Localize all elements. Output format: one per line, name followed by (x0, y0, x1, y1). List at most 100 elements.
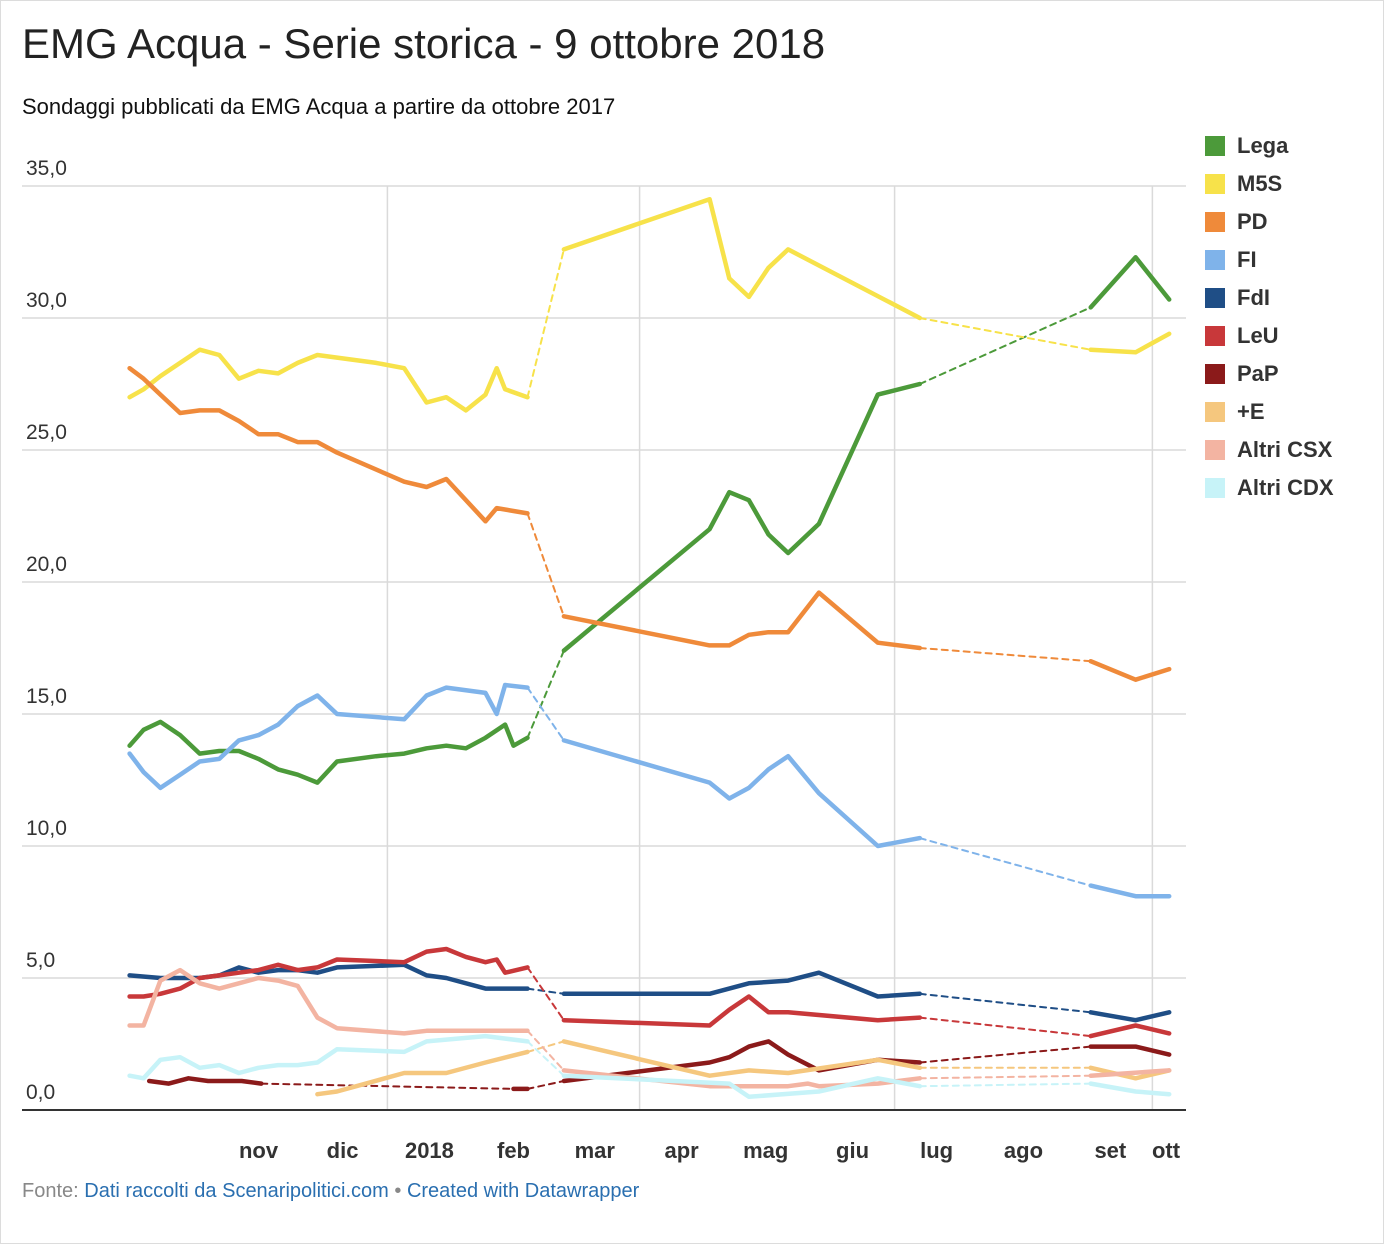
x-tick-label: dic (327, 1138, 359, 1163)
y-tick-label: 15,0 (26, 685, 67, 708)
legend-swatch (1205, 136, 1225, 156)
series-line-solid (1088, 1081, 1172, 1097)
x-axis-ticks: nov dic 2018 feb mar apr mag giu lug ago set ott (239, 1138, 1181, 1163)
series-line-solid (127, 946, 530, 999)
series-line-solid (561, 196, 923, 321)
series-line-dashed (918, 647, 1092, 663)
series-fdi (127, 962, 1172, 1023)
legend-swatch (1205, 364, 1225, 384)
series-line-dashed (526, 248, 565, 399)
x-tick-label: set (1094, 1138, 1126, 1163)
y-tick-label: 5,0 (26, 949, 55, 972)
legend-label: +E (1237, 399, 1265, 424)
series-line-dashed (526, 1080, 565, 1090)
legend-item: M5S (1205, 165, 1334, 203)
x-tick-label: ago (1004, 1138, 1043, 1163)
legend-item: Altri CSX (1205, 431, 1334, 469)
legend-label: Lega (1237, 133, 1289, 158)
legend: Lega M5S PD FI FdI LeU PaP +E Altri CSX Altri CDX (1205, 127, 1334, 507)
legend-swatch (1205, 288, 1225, 308)
series-leu (127, 946, 1172, 1039)
series-line-solid (1088, 331, 1172, 355)
legend-item: LeU (1205, 317, 1334, 355)
x-tick-label: mag (743, 1138, 788, 1163)
legend-item: +E (1205, 393, 1334, 431)
series-line-dashed (526, 1029, 565, 1072)
series-line-solid (561, 1068, 923, 1089)
x-tick-label: 2018 (405, 1138, 454, 1163)
series-line-solid (127, 967, 530, 1036)
series-line-solid (127, 347, 530, 413)
legend-swatch (1205, 174, 1225, 194)
series-line-dashed (526, 686, 565, 742)
legend-label: PaP (1237, 361, 1279, 386)
series-line-dashed (260, 1082, 515, 1090)
legend-item: FI (1205, 241, 1334, 279)
series-line-dashed (918, 837, 1092, 887)
series-line-dashed (526, 1040, 565, 1053)
x-tick-label: ott (1152, 1138, 1181, 1163)
y-tick-label: 35,0 (26, 157, 67, 180)
source-link[interactable]: Dati raccolti da Scenaripolitici.com (84, 1180, 389, 1202)
series-line-solid (561, 1039, 923, 1078)
legend-label: Altri CSX (1237, 437, 1333, 462)
legend-label: FdI (1237, 285, 1270, 310)
x-tick-label: feb (497, 1138, 530, 1163)
legend-swatch (1205, 402, 1225, 422)
y-tick-label: 25,0 (26, 421, 67, 444)
footer-separator: • (388, 1180, 407, 1202)
series-line-dashed (918, 1016, 1092, 1038)
x-tick-label: giu (836, 1138, 869, 1163)
series-line-solid (1088, 883, 1172, 899)
series-line-dashed (918, 317, 1092, 351)
series-line-dashed (526, 987, 565, 995)
series-line-dashed (526, 512, 565, 618)
series-line-solid (561, 970, 923, 999)
y-tick-label: 20,0 (26, 553, 67, 576)
series-line-solid (561, 1073, 923, 1100)
series-line-solid (146, 1076, 264, 1086)
x-tick-label: lug (920, 1138, 953, 1163)
series-fi (127, 682, 1172, 899)
series-line-solid (315, 1049, 530, 1097)
legend-label: M5S (1237, 171, 1283, 196)
legend-item: PD (1205, 203, 1334, 241)
x-tick-label: mar (575, 1138, 616, 1163)
chart-subtitle: Sondaggi pubblicati da EMG Acqua a parti… (22, 94, 616, 119)
legend-swatch (1205, 250, 1225, 270)
x-tick-label: nov (239, 1138, 279, 1163)
footer: Fonte: Dati raccolti da Scenaripolitici.… (22, 1180, 639, 1203)
legend-label: FI (1237, 247, 1257, 272)
series-line-solid (561, 738, 923, 849)
series-line-dashed (918, 1082, 1092, 1088)
series-line-solid (561, 381, 923, 653)
datawrapper-link[interactable]: Created with Datawrapper (406, 1180, 640, 1202)
series-pd (127, 365, 1172, 682)
y-tick-label: 10,0 (26, 817, 67, 840)
series-line-dashed (918, 1074, 1092, 1080)
legend-label: LeU (1237, 323, 1279, 348)
legend-item: PaP (1205, 355, 1334, 393)
legend-label: Altri CDX (1237, 475, 1334, 500)
series-line-dashed (918, 306, 1092, 385)
legend-item: Lega (1205, 127, 1334, 165)
legend-item: FdI (1205, 279, 1334, 317)
series-m5s (127, 196, 1172, 413)
series-altri-cdx (127, 1033, 1172, 1100)
legend-swatch (1205, 478, 1225, 498)
legend-item: Altri CDX (1205, 469, 1334, 507)
series-line-solid (1088, 1010, 1172, 1023)
series-line-dashed (918, 992, 1092, 1014)
legend-swatch (1205, 440, 1225, 460)
series-line-solid (127, 682, 530, 791)
series-line-solid (1088, 1068, 1172, 1078)
legend-swatch (1205, 326, 1225, 346)
series-line-solid (561, 994, 923, 1028)
series-altri-csx (127, 967, 1172, 1089)
series-line-solid (1088, 255, 1172, 310)
series-lines (127, 196, 1172, 1100)
y-tick-label: 0,0 (26, 1081, 55, 1104)
gridlines (22, 185, 1186, 1110)
series-line-dashed (526, 966, 565, 1022)
